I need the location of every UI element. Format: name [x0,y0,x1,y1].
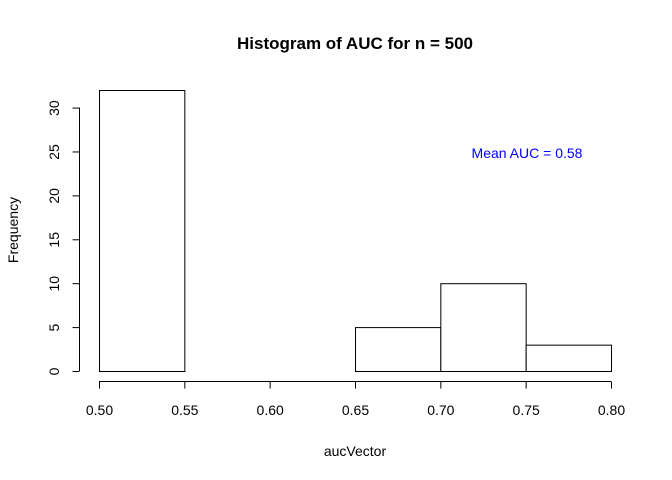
x-tick-label: 0.50 [86,402,113,418]
mean-auc-annotation: Mean AUC = 0.58 [472,145,583,161]
y-axis: 0 5 10 15 20 25 30 [46,100,80,375]
x-tick-label: 0.55 [171,402,198,418]
bars-group [99,90,613,372]
histogram-bar-5 [440,283,527,372]
x-tick-label: 0.70 [427,402,454,418]
y-tick-label: 30 [46,100,62,116]
y-tick-label: 25 [46,144,62,160]
x-tick-label: 0.65 [342,402,369,418]
chart-title: Histogram of AUC for n = 500 [237,34,473,53]
y-tick-label: 15 [46,232,62,248]
x-tick-label: 0.75 [513,402,540,418]
x-tick-label: 0.80 [598,402,625,418]
y-tick-label: 10 [46,276,62,292]
y-tick-label: 20 [46,188,62,204]
y-tick-label: 5 [46,323,62,331]
histogram-bar-1 [99,90,186,372]
x-axis-label: aucVector [324,443,387,459]
y-axis-label: Frequency [5,197,21,263]
x-axis: 0.50 0.55 0.60 0.65 0.70 0.75 0.80 [86,381,625,418]
y-tick-label: 0 [46,367,62,375]
histogram-bar-6 [525,344,613,372]
histogram-bar-4 [355,327,442,372]
x-tick-label: 0.60 [257,402,284,418]
